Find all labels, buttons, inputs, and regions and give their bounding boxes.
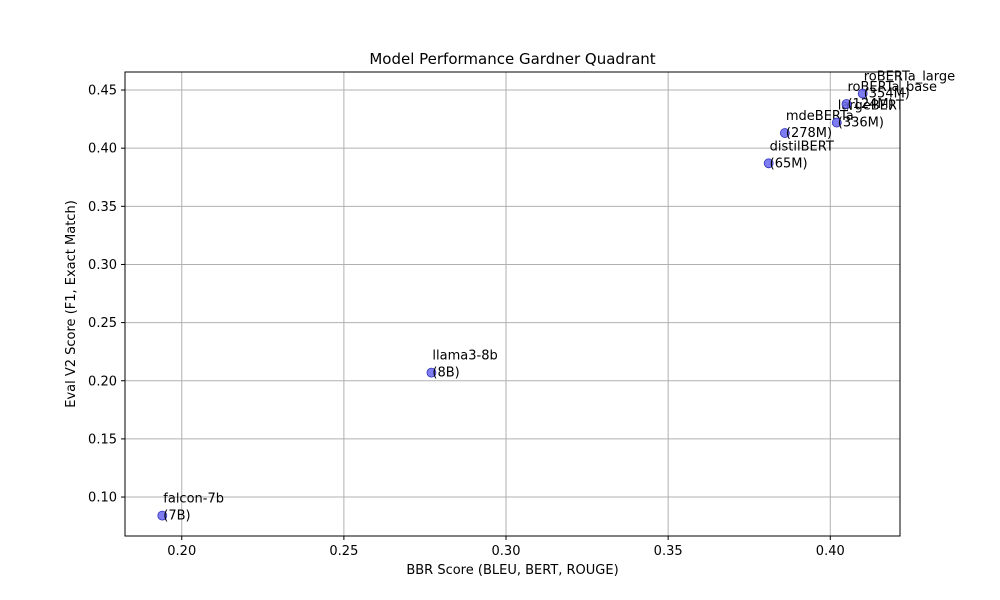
data-point xyxy=(157,510,168,521)
point-label-size: (7B) xyxy=(163,509,190,524)
y-tick-label: 0.35 xyxy=(88,200,117,215)
x-axis-ticks: 0.20 0.25 0.30 0.35 0.40 xyxy=(167,536,845,559)
point-label-size: (278M) xyxy=(786,126,832,141)
point-label-name: falcon-7b xyxy=(163,492,224,507)
point-label-size: (336M) xyxy=(838,116,884,131)
y-tick-label: 0.15 xyxy=(88,432,117,447)
data-point xyxy=(763,158,774,169)
point-label-name: roBERTa_base xyxy=(847,80,936,95)
data-points: falcon-7b (7B) llama3-8b (8B) distilBERT (65M… xyxy=(157,70,955,524)
point-label-size: (8B) xyxy=(432,366,459,381)
y-tick-label: 0.45 xyxy=(88,84,117,99)
grid-lines xyxy=(125,72,900,536)
point-label-size: (65M) xyxy=(770,156,808,171)
y-tick-label: 0.40 xyxy=(88,142,117,157)
x-axis-label: BBR Score (BLEU, BERT, ROUGE) xyxy=(406,563,618,578)
y-axis-ticks: 0.10 0.15 0.20 0.25 0.30 0.35 0.40 0.45 xyxy=(88,84,125,506)
point-label-size: (354M) xyxy=(864,87,910,102)
y-axis-label: Eval V2 Score (F1, Exact Match) xyxy=(64,200,79,408)
point-label-size: (124M) xyxy=(847,97,893,112)
x-tick-label: 0.40 xyxy=(816,544,845,559)
point-label-name: distilBERT xyxy=(770,139,834,154)
data-point xyxy=(857,88,868,99)
x-tick-label: 0.20 xyxy=(167,544,196,559)
chart-title: Model Performance Gardner Quadrant xyxy=(369,50,655,68)
data-point xyxy=(841,99,852,109)
point-label-name: llama3-8b xyxy=(432,349,497,364)
data-point xyxy=(831,117,842,128)
x-tick-label: 0.35 xyxy=(654,544,683,559)
y-tick-label: 0.25 xyxy=(88,316,117,331)
y-tick-label: 0.30 xyxy=(88,258,117,273)
point-label-name: largeBERT xyxy=(838,99,904,114)
x-tick-label: 0.25 xyxy=(329,544,358,559)
data-point xyxy=(779,128,790,138)
plot-frame xyxy=(124,71,901,537)
data-point xyxy=(426,367,437,378)
x-tick-label: 0.30 xyxy=(492,544,521,559)
y-tick-label: 0.20 xyxy=(88,374,117,389)
y-tick-label: 0.10 xyxy=(88,491,117,506)
point-label-name: roBERTa_large xyxy=(864,70,955,85)
